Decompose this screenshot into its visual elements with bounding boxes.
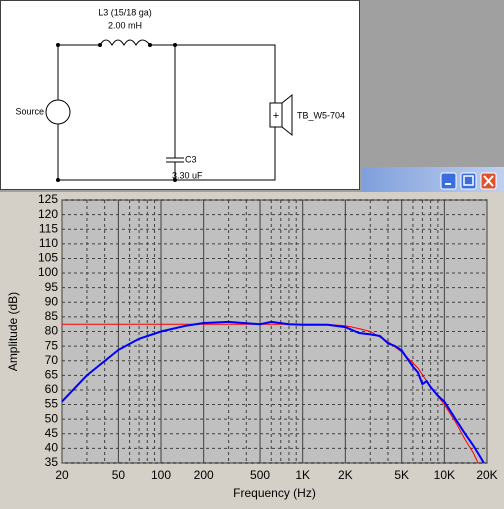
x-tick-label: 100 — [151, 468, 171, 482]
node — [56, 43, 60, 47]
y-tick-label: 85 — [45, 309, 59, 323]
inductor — [99, 39, 151, 46]
speaker-cone — [281, 93, 293, 137]
series-line — [61, 320, 485, 464]
node — [56, 178, 60, 182]
y-tick-label: 40 — [45, 441, 59, 455]
capacitor-value: 3.30 uF — [172, 170, 203, 180]
y-tick-label: 65 — [45, 368, 59, 382]
y-tick-label: 70 — [45, 353, 59, 367]
y-tick-label: 60 — [45, 382, 59, 396]
y-tick-label: 105 — [38, 251, 58, 265]
y-tick-label: 35 — [45, 455, 59, 469]
x-tick-label: 50 — [112, 468, 126, 482]
y-tick-label: 120 — [38, 207, 58, 221]
source-symbol — [45, 99, 71, 125]
inductor-value: 2.00 mH — [108, 20, 142, 30]
y-axis-label: Amplitude (dB) — [6, 292, 20, 371]
node — [173, 43, 177, 47]
minimize-button[interactable] — [440, 172, 457, 190]
y-tick-label: 100 — [38, 265, 58, 279]
y-tick-label: 95 — [45, 280, 59, 294]
polarity: + — [273, 110, 279, 122]
y-tick-label: 45 — [45, 426, 59, 440]
wires — [57, 44, 276, 181]
y-tick-label: 55 — [45, 397, 59, 411]
y-tick-label: 125 — [38, 192, 58, 206]
x-tick-label: 2K — [338, 468, 353, 482]
speaker-label: TB_W5-704 — [297, 110, 345, 120]
x-tick-label: 200 — [194, 468, 214, 482]
y-tick-label: 50 — [45, 411, 59, 425]
y-tick-label: 90 — [45, 294, 59, 308]
y-tick-label: 75 — [45, 338, 59, 352]
x-tick-label: 1K — [295, 468, 310, 482]
x-axis-label: Frequency (Hz) — [233, 486, 316, 500]
nodes — [56, 43, 177, 182]
x-tick-label: 500 — [250, 468, 270, 482]
circuit — [45, 39, 293, 181]
schematic-window — [0, 0, 360, 190]
window-buttons — [440, 172, 497, 190]
y-tick-label: 110 — [39, 236, 58, 250]
maximize-icon — [463, 175, 474, 186]
y-tick-label: 80 — [45, 324, 59, 338]
chart: 3540455055606570758085909510010511011512… — [6, 192, 498, 500]
node — [148, 43, 152, 47]
x-tick-label: 5K — [394, 468, 409, 482]
inductor-name: L3 (15/18 ga) — [98, 7, 152, 17]
source-label: Source — [15, 106, 44, 116]
x-tick-label: 20 — [55, 468, 69, 482]
capacitor-name: C3 — [185, 154, 197, 164]
speaker-box — [269, 102, 283, 128]
close-icon — [483, 175, 494, 187]
title-bar-gradient — [362, 167, 504, 193]
x-tick-label: 10K — [434, 468, 455, 482]
minimize-icon — [445, 183, 451, 185]
capacitor — [166, 45, 184, 180]
x-tick-label: 20K — [476, 468, 497, 482]
y-tick-label: 115 — [39, 221, 58, 235]
node — [98, 43, 102, 47]
node — [173, 178, 177, 182]
